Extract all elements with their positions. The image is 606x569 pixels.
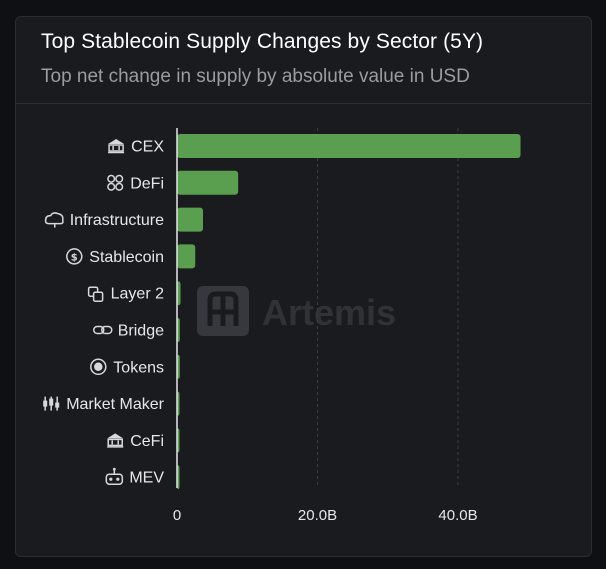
category-label: Stablecoin bbox=[89, 249, 164, 266]
category-row: Layer 2 bbox=[87, 286, 164, 303]
chart-card: Top Stablecoin Supply Changes by Sector … bbox=[15, 16, 592, 557]
category-row: CeFi bbox=[107, 433, 164, 450]
category-row: Stablecoin $ bbox=[66, 248, 164, 266]
category-label: MEV bbox=[129, 470, 164, 487]
layers-icon bbox=[87, 286, 104, 302]
watermark-text: Artemis bbox=[262, 292, 396, 333]
market-maker-icon bbox=[43, 396, 60, 411]
bank-icon bbox=[107, 433, 124, 448]
artemis-watermark: Artemis bbox=[197, 286, 396, 336]
category-label: Infrastructure bbox=[70, 212, 164, 229]
category-label: Tokens bbox=[113, 359, 164, 376]
chart-header: Top Stablecoin Supply Changes by Sector … bbox=[16, 17, 591, 104]
category-row: Market Maker bbox=[43, 396, 165, 413]
chart-title: Top Stablecoin Supply Changes by Sector … bbox=[41, 30, 484, 53]
robot-icon bbox=[105, 467, 124, 485]
coin-icon: $ bbox=[66, 248, 83, 265]
svg-text:$: $ bbox=[71, 252, 78, 263]
category-label: DeFi bbox=[130, 175, 164, 192]
category-row: MEV bbox=[105, 467, 164, 487]
bar bbox=[177, 134, 521, 158]
category-label: Market Maker bbox=[66, 396, 164, 413]
category-row: Tokens bbox=[90, 358, 164, 376]
link-icon bbox=[93, 325, 113, 335]
bar bbox=[177, 281, 181, 306]
bar bbox=[177, 170, 239, 195]
token-icon bbox=[90, 358, 107, 376]
x-tick-label: 20.0B bbox=[298, 507, 337, 524]
category-label: CeFi bbox=[130, 433, 164, 450]
defi-grid-icon bbox=[107, 174, 124, 191]
cloud-icon bbox=[44, 212, 64, 228]
category-label: Layer 2 bbox=[111, 286, 164, 303]
category-label: Bridge bbox=[118, 323, 164, 340]
x-tick-label: 40.0B bbox=[438, 507, 477, 524]
category-row: Bridge bbox=[93, 323, 164, 340]
bar bbox=[177, 244, 196, 269]
x-tick-label: 0 bbox=[173, 507, 181, 524]
category-row: CEX bbox=[108, 139, 164, 156]
chart-subtitle: Top net change in supply by absolute val… bbox=[41, 66, 470, 87]
category-row: DeFi bbox=[107, 174, 164, 192]
bar bbox=[177, 207, 203, 232]
category-label: CEX bbox=[131, 139, 164, 156]
category-row: Infrastructure bbox=[44, 212, 164, 229]
bank-icon bbox=[108, 139, 125, 154]
